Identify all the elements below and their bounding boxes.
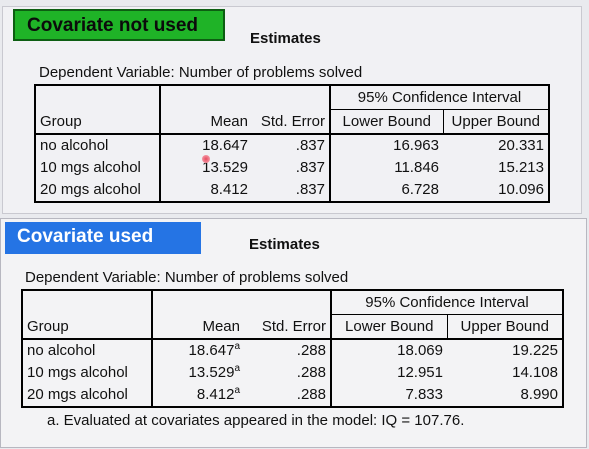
mean-header: Mean	[152, 314, 244, 340]
lower-bound-header: Lower Bound	[330, 109, 443, 135]
mean-value: 18.647	[188, 342, 235, 359]
upper-cell: 15.213	[443, 157, 550, 179]
se-cell: .288	[244, 339, 332, 362]
mean-cell: 8.412	[160, 179, 252, 203]
se-cell: .837	[252, 134, 331, 157]
mean-value: 13.529	[188, 364, 235, 381]
footnote: a. Evaluated at covariates appeared in t…	[47, 412, 465, 429]
mean-cell: 18.647a	[152, 339, 244, 362]
table-row: no alcohol 18.647a .288 18.069 19.225	[21, 339, 564, 362]
group-header: Group	[21, 314, 153, 340]
lower-cell: 7.833	[331, 384, 447, 408]
group-cell: 10 mgs alcohol	[34, 157, 161, 179]
ci-header: 95% Confidence Interval	[330, 84, 550, 110]
upper-cell: 10.096	[443, 179, 550, 203]
mean-header: Mean	[160, 109, 252, 135]
lower-cell: 16.963	[393, 137, 439, 154]
mean-header-spacer	[160, 84, 252, 110]
upper-cell: 19.225	[447, 339, 564, 362]
table-row: 10 mgs alcohol 13.529a .288 12.951 14.10…	[21, 362, 564, 384]
se-cell: .837	[252, 157, 331, 179]
mean-cell: 18.647	[202, 137, 248, 154]
group-header: Group	[34, 109, 161, 135]
estimates-table: 95% Confidence Interval Group Mean Std. …	[21, 289, 564, 408]
lower-cell: 12.951	[397, 364, 443, 381]
mean-cell: 13.529	[202, 159, 248, 176]
panel-covariate-not-used: Covariate not used Estimates Dependent V…	[2, 6, 582, 214]
upper-cell: 14.108	[447, 362, 564, 384]
se-cell: .288	[244, 362, 332, 384]
mean-header-spacer	[152, 289, 244, 315]
estimates-title: Estimates	[249, 236, 320, 253]
pointer-cursor	[202, 155, 210, 163]
upper-cell: 20.331	[443, 134, 550, 157]
lower-bound-header: Lower Bound	[331, 314, 447, 340]
table-row: 20 mgs alcohol 8.412 .837 6.728 10.096	[34, 179, 550, 203]
footnote-mark: a	[234, 341, 240, 352]
table-row: no alcohol 18.647 .837 16.963 20.331	[34, 134, 550, 157]
ci-header: 95% Confidence Interval	[331, 289, 564, 315]
table-row: 20 mgs alcohol 8.412a .288 7.833 8.990	[21, 384, 564, 408]
lower-cell: 18.069	[397, 342, 443, 359]
mean-cell: 8.412a	[152, 384, 244, 408]
panel-covariate-used: Covariate used Estimates Dependent Varia…	[0, 218, 587, 448]
lower-cell: 11.846	[394, 159, 439, 176]
covariate-not-used-tag: Covariate not used	[13, 9, 225, 41]
upper-bound-header: Upper Bound	[442, 109, 550, 135]
dependent-variable-label: Dependent Variable: Number of problems s…	[39, 64, 363, 81]
group-header-spacer	[34, 84, 161, 110]
mean-value: 8.412	[196, 386, 235, 403]
group-cell: no alcohol	[34, 134, 161, 157]
group-header-spacer	[21, 289, 153, 315]
group-cell: 20 mgs alcohol	[21, 384, 153, 408]
table-row: 10 mgs alcohol 13.529 .837 11.846 15.213	[34, 157, 550, 179]
se-header-spacer	[244, 289, 332, 315]
group-cell: no alcohol	[21, 339, 153, 362]
se-cell: .288	[244, 384, 332, 408]
se-header: Std. Error	[244, 314, 332, 340]
footnote-mark: a	[234, 363, 240, 374]
se-cell: .837	[252, 179, 331, 203]
group-cell: 20 mgs alcohol	[34, 179, 161, 203]
estimates-table: 95% Confidence Interval Group Mean Std. …	[34, 84, 550, 203]
covariate-used-tag: Covariate used	[5, 222, 201, 254]
upper-bound-header: Upper Bound	[446, 314, 564, 340]
lower-cell: 6.728	[330, 179, 443, 203]
estimates-title: Estimates	[250, 30, 321, 47]
dependent-variable-label: Dependent Variable: Number of problems s…	[25, 269, 349, 286]
se-header: Std. Error	[252, 109, 331, 135]
footnote-mark: a	[234, 385, 240, 396]
group-cell: 10 mgs alcohol	[21, 362, 153, 384]
mean-cell: 13.529a	[152, 362, 244, 384]
se-header-spacer	[252, 84, 331, 110]
upper-cell: 8.990	[447, 384, 564, 408]
